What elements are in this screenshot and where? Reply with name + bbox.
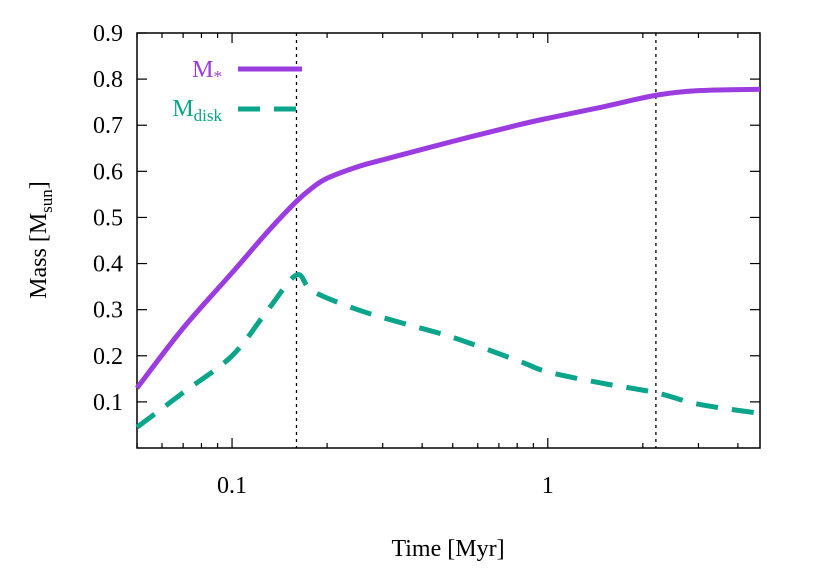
y-tick-label: 0.6: [93, 159, 123, 185]
reference-lines: [295, 33, 657, 448]
series-group: [135, 86, 761, 430]
series-line-mstar: [135, 86, 761, 390]
y-tick-label: 0.8: [93, 67, 123, 93]
x-axis-label: Time [Myr]: [391, 536, 504, 562]
axis-ticks: 0.1 0.2 0.3 0.4 0.5 0.6 0.7 0.8 0.9 0.1 1: [93, 21, 760, 499]
legend-label-mstar: M*: [192, 57, 222, 86]
y-tick-label: 0.3: [93, 298, 123, 324]
legend-label-mdisk: Mdisk: [172, 96, 222, 125]
legend: M* Mdisk: [172, 57, 302, 125]
y-tick-label: 0.5: [93, 205, 123, 231]
y-tick-label: 0.7: [93, 113, 123, 139]
y-axis-label: Mass [Msun]: [26, 181, 56, 299]
y-tick-label: 0.4: [93, 252, 123, 278]
x-tick-label: 0.1: [217, 473, 247, 499]
y-tick-label: 0.9: [93, 21, 123, 47]
series-line-mdisk: [135, 272, 761, 430]
y-tick-label: 0.2: [93, 344, 123, 370]
legend-entry-mdisk: Mdisk: [172, 96, 302, 125]
x-tick-label: 1: [542, 473, 554, 499]
legend-entry-mstar: M*: [192, 57, 302, 86]
plot-frame: [136, 32, 761, 449]
y-tick-label: 0.1: [93, 390, 123, 416]
